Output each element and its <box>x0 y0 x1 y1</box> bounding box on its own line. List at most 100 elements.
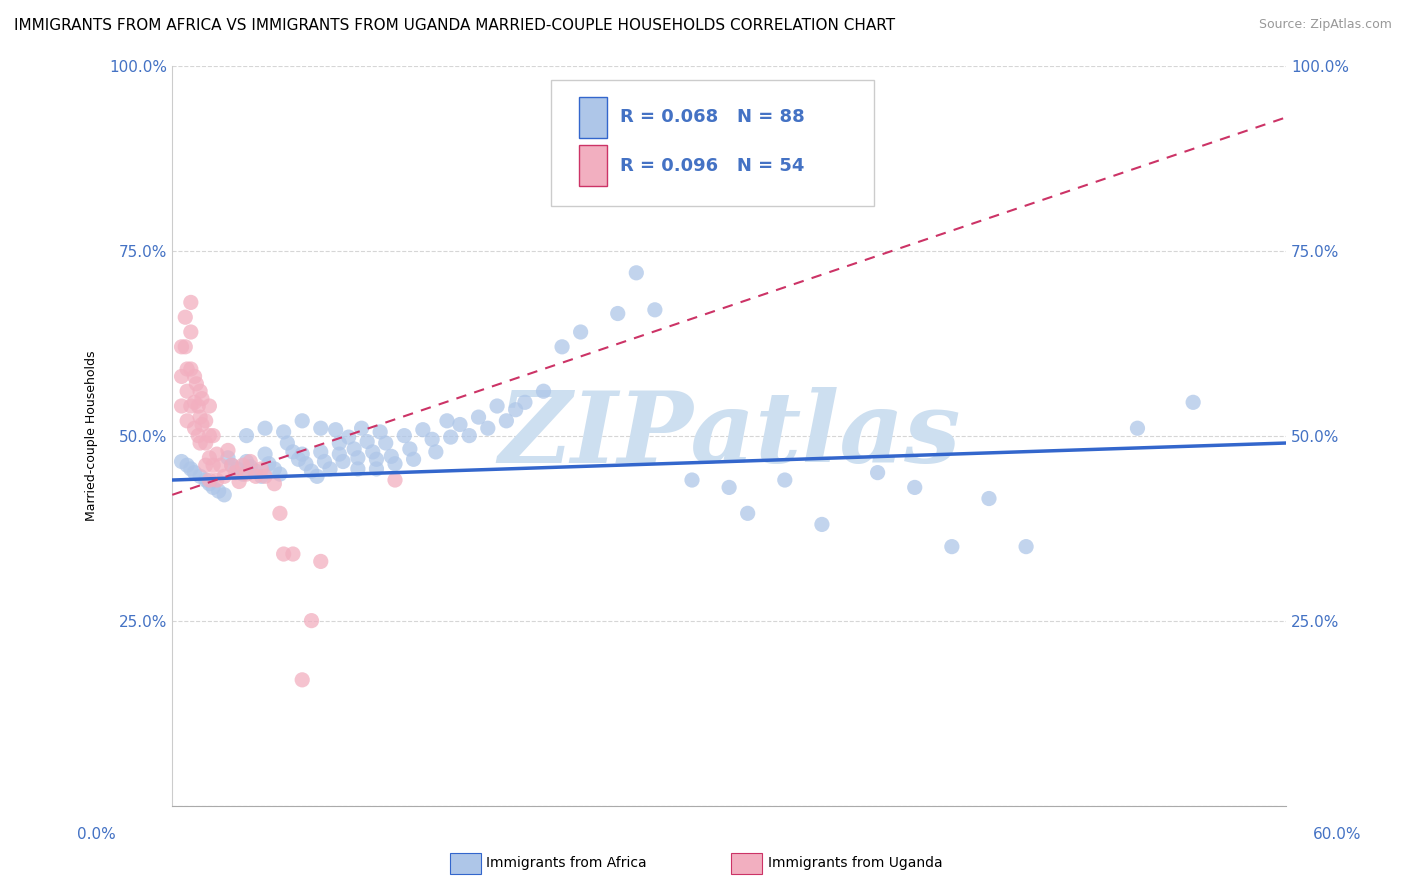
Text: R = 0.096   N = 54: R = 0.096 N = 54 <box>620 156 804 175</box>
Point <box>235 454 257 468</box>
Point <box>212 488 235 502</box>
Point <box>495 414 517 428</box>
Point <box>309 554 332 568</box>
Point <box>239 454 262 468</box>
Point <box>170 399 193 413</box>
Point <box>332 454 354 468</box>
Text: Immigrants from Uganda: Immigrants from Uganda <box>768 856 942 871</box>
Text: 0.0%: 0.0% <box>77 827 117 841</box>
Point <box>198 476 221 491</box>
Point <box>191 392 214 406</box>
Point <box>368 425 391 439</box>
Point <box>399 442 422 456</box>
Point <box>287 452 309 467</box>
Point <box>281 445 304 459</box>
Point <box>228 475 250 489</box>
Point <box>412 423 434 437</box>
Point <box>183 395 205 409</box>
Point <box>212 469 235 483</box>
Point <box>186 376 208 391</box>
Point <box>174 340 197 354</box>
Point <box>314 454 336 468</box>
Point <box>226 462 249 476</box>
Point <box>328 436 350 450</box>
Point <box>811 517 834 532</box>
Point <box>305 469 328 483</box>
Point <box>718 480 741 494</box>
Point <box>449 417 471 432</box>
Point <box>343 442 366 456</box>
Point <box>217 443 239 458</box>
Point <box>176 362 198 376</box>
Point <box>221 458 243 473</box>
Point <box>866 466 889 480</box>
Point <box>254 469 277 483</box>
Point <box>205 447 228 461</box>
Point <box>198 399 221 413</box>
Point <box>180 295 202 310</box>
Point <box>319 462 342 476</box>
FancyBboxPatch shape <box>579 145 606 186</box>
Point <box>194 414 217 428</box>
Point <box>198 473 221 487</box>
Point <box>347 450 370 465</box>
Point <box>291 447 314 461</box>
Point <box>188 384 211 399</box>
Point <box>269 467 291 482</box>
Point <box>188 436 211 450</box>
Point <box>187 428 209 442</box>
Point <box>269 506 291 520</box>
Point <box>170 454 193 468</box>
Point <box>263 476 285 491</box>
Point <box>224 466 246 480</box>
Point <box>180 362 202 376</box>
Point <box>551 340 574 354</box>
Point <box>176 414 198 428</box>
Point <box>263 462 285 476</box>
Point <box>436 414 458 428</box>
Point <box>301 464 323 478</box>
Point <box>221 458 243 473</box>
Point <box>533 384 555 399</box>
Point <box>245 464 267 478</box>
Point <box>295 457 318 471</box>
Text: Immigrants from Africa: Immigrants from Africa <box>486 856 647 871</box>
Point <box>194 458 217 473</box>
Point <box>250 462 273 476</box>
Point <box>180 399 202 413</box>
Point <box>170 369 193 384</box>
Point <box>202 458 225 473</box>
FancyBboxPatch shape <box>551 80 875 206</box>
Point <box>273 425 295 439</box>
Point <box>384 457 406 471</box>
Text: 60.0%: 60.0% <box>1313 827 1361 841</box>
Point <box>904 480 927 494</box>
Point <box>458 428 481 442</box>
Point <box>232 467 254 482</box>
Point <box>187 399 209 413</box>
Point <box>291 673 314 687</box>
Point <box>202 428 225 442</box>
Point <box>209 458 232 473</box>
Point <box>402 452 425 467</box>
Point <box>977 491 1000 506</box>
Point <box>291 414 314 428</box>
FancyBboxPatch shape <box>579 97 606 137</box>
Point <box>513 395 536 409</box>
Point <box>183 421 205 435</box>
Point <box>232 458 254 473</box>
Point <box>941 540 963 554</box>
Point <box>174 310 197 325</box>
Point <box>644 302 666 317</box>
Point <box>486 399 509 413</box>
Point <box>176 384 198 399</box>
Point <box>366 452 388 467</box>
Point <box>505 402 527 417</box>
Point <box>1015 540 1038 554</box>
Point <box>183 369 205 384</box>
Point <box>245 469 267 483</box>
Point <box>309 421 332 435</box>
Point <box>188 410 211 425</box>
Point <box>384 473 406 487</box>
Point <box>1182 395 1205 409</box>
